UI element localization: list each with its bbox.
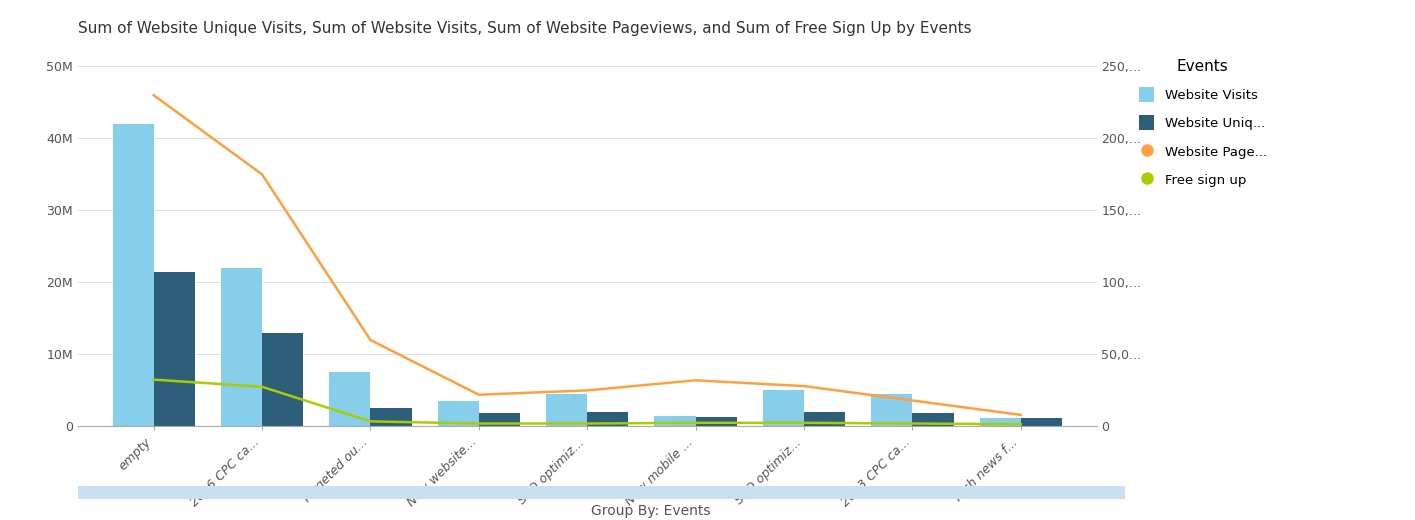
Website Page... (1012, 412, 1029, 418)
Website Page... (362, 337, 379, 343)
Text: Group By: Events: Group By: Events (591, 504, 710, 518)
Bar (371, 408, 412, 426)
Website Page... (253, 171, 270, 177)
Bar (262, 333, 303, 426)
Line: Free sign up: Free sign up (154, 380, 1020, 424)
Bar (587, 412, 628, 426)
Free sign up (688, 420, 705, 426)
Free sign up (795, 420, 812, 426)
Bar (979, 418, 1020, 426)
Website Page... (146, 92, 163, 98)
Line: Website Page...: Website Page... (154, 95, 1020, 415)
Bar (1020, 419, 1061, 426)
Legend: Website Visits, Website Uniq..., Website Page..., Free sign up: Website Visits, Website Uniq..., Website… (1139, 59, 1266, 187)
Free sign up (579, 420, 596, 426)
Website Page... (904, 397, 921, 404)
Website Page... (579, 387, 596, 394)
Free sign up (470, 420, 487, 426)
Website Page... (688, 377, 705, 383)
Bar (913, 413, 954, 426)
Bar (763, 391, 804, 426)
Bar (154, 271, 195, 426)
Free sign up (146, 376, 163, 383)
Bar (546, 394, 587, 426)
Text: Sum of Website Unique Visits, Sum of Website Visits, Sum of Website Pageviews, a: Sum of Website Unique Visits, Sum of Web… (78, 21, 972, 36)
Bar (330, 372, 371, 426)
Website Page... (470, 392, 487, 398)
Free sign up (362, 418, 379, 424)
Free sign up (904, 420, 921, 426)
Free sign up (1012, 421, 1029, 427)
Bar (804, 412, 845, 426)
Bar (872, 394, 913, 426)
Bar (437, 401, 478, 426)
Bar (478, 413, 521, 426)
Bar (696, 417, 737, 426)
Bar (654, 415, 696, 426)
Website Page... (795, 383, 812, 389)
Free sign up (253, 384, 270, 390)
Bar (113, 124, 154, 426)
Bar (221, 268, 262, 426)
